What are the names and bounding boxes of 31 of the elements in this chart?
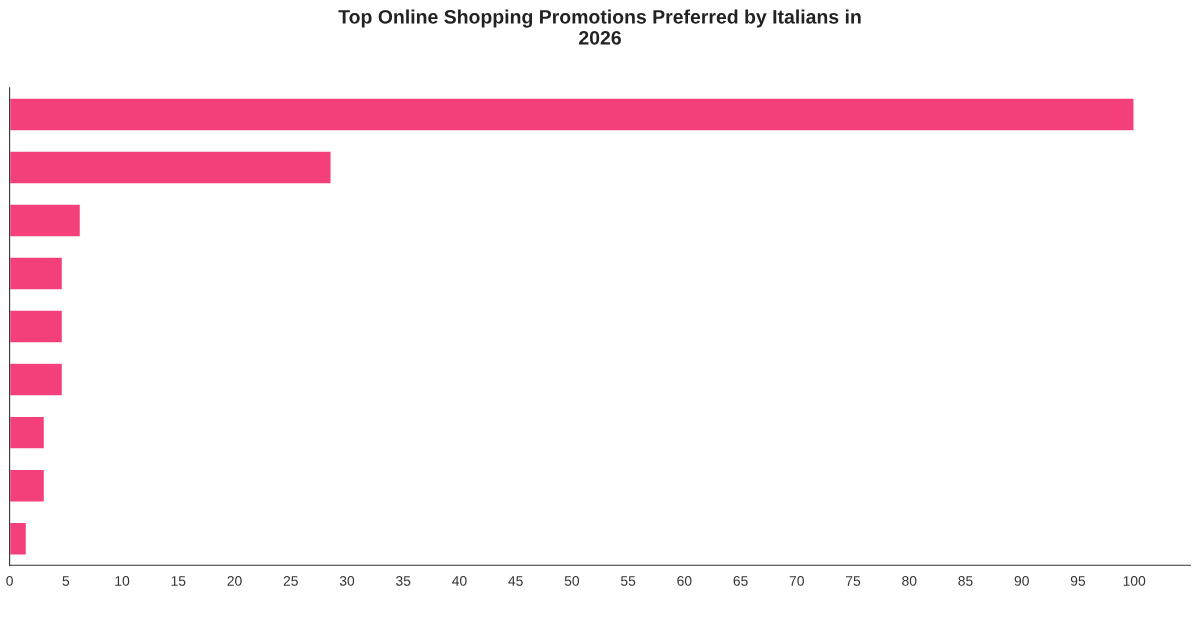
x-tick-label: 70 — [789, 575, 804, 586]
x-tick-label: 15 — [171, 576, 186, 586]
x-tick-label: 90 — [1014, 575, 1029, 586]
bar — [9, 97, 1135, 132]
x-tick-label: 45 — [508, 576, 523, 586]
x-tick-label: 35 — [396, 575, 411, 586]
x-tick-label: 65 — [733, 575, 748, 586]
bar — [9, 203, 82, 238]
x-tick-label: 75 — [846, 576, 861, 586]
bar — [9, 521, 28, 556]
x-tick-label: 55 — [620, 576, 636, 586]
x-tick-label: 25 — [283, 575, 298, 586]
x-tick-label: 100 — [1123, 575, 1146, 586]
x-tick-label: 0 — [6, 575, 13, 586]
bar — [9, 256, 64, 291]
x-tick-label: 85 — [958, 575, 973, 586]
x-tick-label: 40 — [452, 575, 467, 586]
x-tick-label: 30 — [339, 575, 355, 586]
x-tick-label: 80 — [902, 575, 917, 586]
bar — [9, 468, 46, 503]
bar — [9, 415, 46, 450]
chart-title: Top Online Shopping Promotions Preferred by Italians in 2026 — [338, 9, 861, 45]
bar — [9, 309, 64, 344]
x-tick-label: 10 — [115, 575, 130, 586]
x-tick-label: 20 — [227, 575, 242, 586]
x-tick-label: 95 — [1070, 575, 1086, 586]
bar — [9, 362, 64, 397]
x-tick-label: 60 — [677, 575, 692, 586]
x-tick-label: 5 — [62, 576, 70, 586]
x-tick-label: 50 — [564, 575, 580, 586]
bar — [9, 150, 332, 185]
